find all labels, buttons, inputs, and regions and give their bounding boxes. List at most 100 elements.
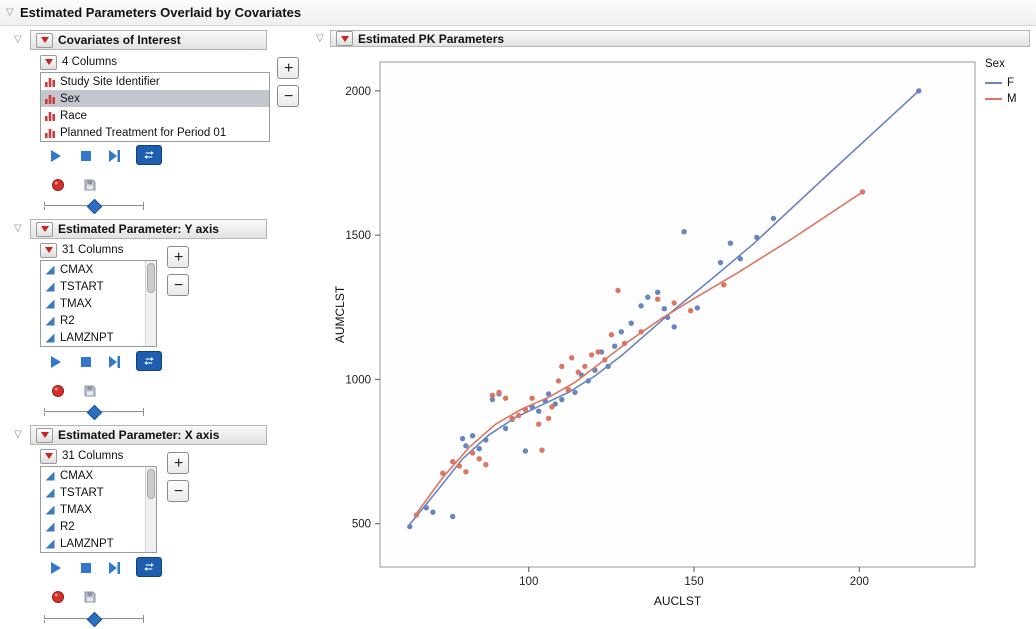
y-axis-play-button[interactable] <box>46 353 66 371</box>
disclosure-triangle-covariates[interactable]: ▽ <box>14 34 22 45</box>
svg-text:150: 150 <box>684 576 703 588</box>
x-axis-stop-button[interactable] <box>76 559 96 577</box>
slider-thumb[interactable] <box>86 404 103 421</box>
covariates-animation-slider[interactable] <box>44 198 144 215</box>
covariates-loop-button[interactable] <box>136 145 162 165</box>
x-axis-step-button[interactable] <box>104 559 124 577</box>
disclosure-triangle-plot[interactable]: ▽ <box>316 33 324 44</box>
x-axis-remove-button[interactable]: − <box>167 480 189 502</box>
red-triangle-menu-icon[interactable] <box>36 427 53 443</box>
svg-text:200: 200 <box>850 576 869 588</box>
step-forward-icon <box>109 150 120 162</box>
covariates-panel-title: Covariates of Interest <box>58 33 181 47</box>
covariates-save-button[interactable] <box>80 176 100 194</box>
covariates-remove-button[interactable]: − <box>277 85 299 107</box>
column-label: TSTART <box>60 486 104 499</box>
list-item-tstart[interactable]: TSTART <box>41 278 156 295</box>
record-icon <box>52 591 64 603</box>
red-triangle-glyph <box>340 35 349 42</box>
list-item-sex[interactable]: Sex <box>41 90 269 107</box>
list-item-r2[interactable]: R2 <box>41 518 156 535</box>
nominal-column-icon <box>44 110 56 122</box>
column-label: TMAX <box>60 297 92 310</box>
y-axis-stop-button[interactable] <box>76 353 96 371</box>
list-item-lamznpt[interactable]: LAMZNPT <box>41 329 156 346</box>
scrollbar-thumb[interactable] <box>147 469 155 499</box>
covariates-step-button[interactable] <box>104 147 124 165</box>
loop-icon <box>144 357 154 365</box>
disclosure-triangle-report[interactable]: ▽ <box>6 7 14 18</box>
red-triangle-menu-icon[interactable] <box>336 31 353 46</box>
continuous-column-icon <box>44 332 56 344</box>
column-label: LAMZNPT <box>60 537 114 550</box>
list-item-race[interactable]: Race <box>41 107 269 124</box>
column-label: TSTART <box>60 280 104 293</box>
legend-item-f[interactable]: F <box>985 75 1017 91</box>
column-label: LAMZNPT <box>60 331 114 344</box>
list-item-r2[interactable]: R2 <box>41 312 156 329</box>
continuous-column-icon <box>44 487 56 499</box>
list-scrollbar[interactable] <box>145 261 156 346</box>
scrollbar-thumb[interactable] <box>147 263 155 293</box>
svg-text:1000: 1000 <box>345 374 371 386</box>
svg-text:1500: 1500 <box>345 230 371 242</box>
svg-text:2000: 2000 <box>345 86 371 98</box>
svg-text:AUMCLST: AUMCLST <box>333 285 347 343</box>
save-disk-icon <box>84 179 96 191</box>
list-item-cmax[interactable]: CMAX <box>41 467 156 484</box>
x-axis-panel-title: Estimated Parameter: X axis <box>58 428 220 442</box>
y-axis-record-button[interactable] <box>48 382 68 400</box>
y-axis-step-button[interactable] <box>104 353 124 371</box>
x-axis-animation-slider[interactable] <box>44 611 144 628</box>
x-axis-play-button[interactable] <box>46 559 66 577</box>
covariates-record-button[interactable] <box>48 176 68 194</box>
covariates-list: Study Site Identifier Sex Race Planned T… <box>40 72 270 142</box>
play-icon <box>51 562 61 574</box>
slider-thumb[interactable] <box>86 198 103 215</box>
list-item-cmax[interactable]: CMAX <box>41 261 156 278</box>
list-item-study-site-identifier[interactable]: Study Site Identifier <box>41 73 269 90</box>
red-triangle-menu-icon[interactable] <box>40 54 57 70</box>
scatter-plot[interactable]: 100 150 200 500 1000 1500 2000 AUCLST AUMCLST <box>330 50 1030 616</box>
y-axis-animation-slider[interactable] <box>44 404 144 421</box>
x-axis-save-button[interactable] <box>80 588 100 606</box>
list-item-tstart[interactable]: TSTART <box>41 484 156 501</box>
red-triangle-menu-icon[interactable] <box>40 448 57 464</box>
svg-text:500: 500 <box>352 519 371 531</box>
legend-item-m[interactable]: M <box>985 91 1017 107</box>
y-axis-loop-button[interactable] <box>136 351 162 371</box>
continuous-column-icon <box>44 315 56 327</box>
covariates-count-label: 4 Columns <box>62 56 117 68</box>
x-axis-record-button[interactable] <box>48 588 68 606</box>
disclosure-triangle-y-axis[interactable]: ▽ <box>14 223 22 234</box>
covariates-play-button[interactable] <box>46 147 66 165</box>
x-axis-add-button[interactable]: + <box>167 452 189 474</box>
covariates-add-button[interactable]: + <box>277 57 299 79</box>
record-icon <box>52 179 64 191</box>
red-triangle-glyph <box>40 432 49 438</box>
y-axis-remove-button[interactable]: − <box>167 274 189 296</box>
list-item-lamznpt[interactable]: LAMZNPT <box>41 535 156 552</box>
disclosure-triangle-x-axis[interactable]: ▽ <box>14 429 22 440</box>
red-triangle-menu-icon[interactable] <box>40 242 57 258</box>
column-label: CMAX <box>60 263 94 276</box>
list-item-tmax[interactable]: TMAX <box>41 501 156 518</box>
y-axis-add-button[interactable]: + <box>167 246 189 268</box>
y-axis-save-button[interactable] <box>80 382 100 400</box>
continuous-column-icon <box>44 538 56 550</box>
continuous-column-icon <box>44 470 56 482</box>
svg-text:AUCLST: AUCLST <box>654 594 702 608</box>
x-axis-column-list: CMAX TSTART TMAX R2 LAMZNPT <box>40 466 157 553</box>
list-item-planned-treatment[interactable]: Planned Treatment for Period 01 <box>41 124 269 141</box>
slider-thumb[interactable] <box>86 611 103 628</box>
red-triangle-menu-icon[interactable] <box>36 221 53 237</box>
step-forward-icon <box>109 356 120 368</box>
list-item-tmax[interactable]: TMAX <box>41 295 156 312</box>
x-axis-panel-header: Estimated Parameter: X axis <box>30 425 267 445</box>
red-triangle-menu-icon[interactable] <box>36 32 53 48</box>
x-axis-loop-button[interactable] <box>136 557 162 577</box>
x-axis-count-row: 31 Columns <box>40 448 123 464</box>
red-triangle-glyph <box>44 453 53 459</box>
list-scrollbar[interactable] <box>145 467 156 552</box>
covariates-stop-button[interactable] <box>76 147 96 165</box>
